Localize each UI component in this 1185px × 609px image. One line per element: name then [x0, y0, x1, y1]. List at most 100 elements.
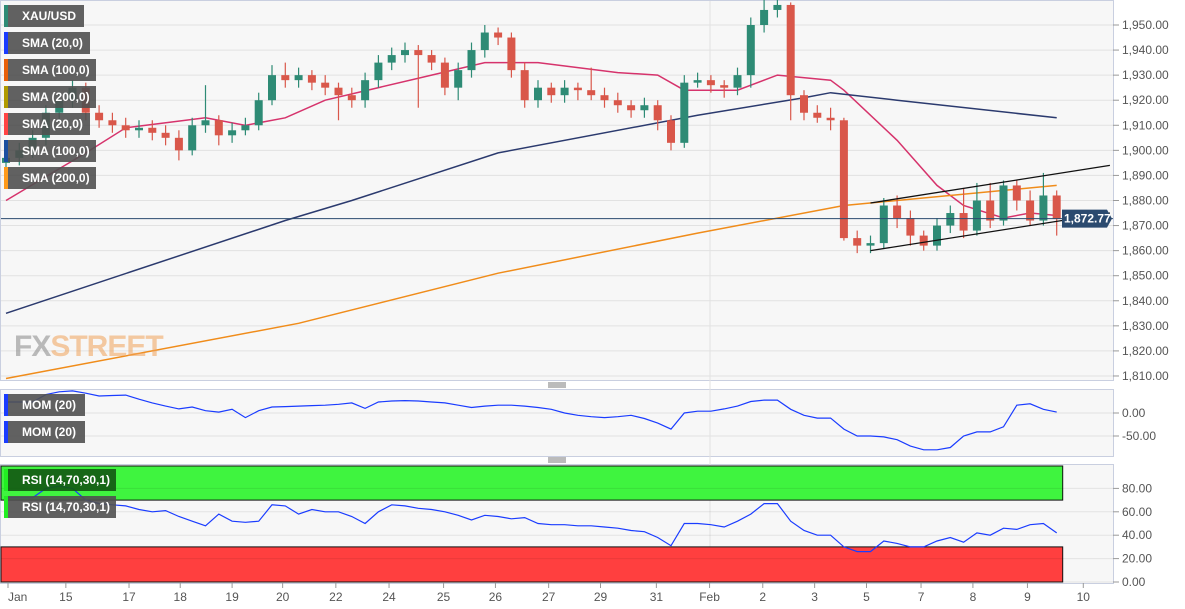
x-tick-label: 24 [382, 590, 396, 604]
rsi-oversold-band [0, 546, 1064, 583]
candle-body [427, 55, 436, 63]
candle-body [972, 200, 981, 231]
x-tick-label: 29 [594, 590, 608, 604]
rsi-tick-label: 20.00 [1122, 552, 1152, 566]
candle-body [600, 95, 609, 101]
y-tick-label: 1,860.00 [1122, 244, 1169, 258]
candle-body [693, 80, 702, 83]
y-tick-label: 1,810.00 [1122, 369, 1169, 383]
candle-body [374, 62, 383, 81]
candle-body [999, 185, 1008, 221]
candle-body [121, 125, 130, 131]
x-tick-label: 15 [59, 590, 73, 604]
candle-body [480, 32, 489, 51]
legend-sma100[interactable]: SMA (100,0) [4, 59, 96, 81]
x-tick-label: 10 [1077, 590, 1091, 604]
candle-body [667, 120, 675, 143]
candle-body [986, 200, 995, 221]
candle-body [188, 125, 197, 151]
panel-1 [0, 389, 1114, 457]
x-tick-label: 20 [276, 590, 290, 604]
candle-body [1052, 195, 1061, 219]
candle-body [347, 95, 356, 101]
candle-body [214, 120, 223, 136]
candle-body [95, 112, 104, 121]
x-tick-label: 3 [811, 590, 818, 604]
candle-body [241, 125, 250, 131]
candle-body [627, 105, 636, 111]
candle-body [879, 205, 888, 244]
candle-body [733, 75, 742, 88]
channel-line-upper [870, 164, 1111, 204]
x-tick-label: 8 [970, 590, 977, 604]
mom-tick-label: 0.00 [1122, 406, 1146, 420]
candle-body [800, 95, 808, 113]
x-tick-label: 17 [122, 590, 136, 604]
candle-body [108, 120, 117, 126]
last-price-badge [1062, 209, 1112, 228]
panel-0 [0, 0, 1114, 381]
candle-body [919, 235, 928, 246]
x-tick-label: 9 [1024, 590, 1031, 604]
legend-sma200-b[interactable]: SMA (200,0) [4, 167, 96, 189]
candle-body [773, 4, 782, 10]
candle-body [507, 37, 516, 71]
fxstreet-watermark: FXSTREET [14, 330, 164, 363]
candle-body [281, 75, 290, 81]
y-tick-label: 1,830.00 [1122, 319, 1169, 333]
candle-body [494, 32, 503, 38]
x-tick-label: 26 [489, 590, 503, 604]
candle-body [587, 90, 596, 96]
candle-body [906, 218, 915, 236]
x-tick-label: 27 [542, 590, 556, 604]
y-tick-label: 1,930.00 [1122, 68, 1169, 82]
candle-body [440, 62, 449, 88]
candle-body [161, 132, 170, 138]
candle-body [307, 75, 316, 83]
candle-body [148, 127, 157, 133]
candle-body [1012, 185, 1021, 201]
legend-mom-b[interactable]: MOM (20) [4, 421, 85, 443]
candle-body [653, 105, 662, 121]
last-price-label: 1,872.77 [1064, 212, 1111, 226]
candle-body [228, 130, 237, 136]
legend-rsi-b[interactable]: RSI (14,70,30,1) [4, 496, 116, 518]
candle-body [294, 75, 303, 81]
legend-sma100-b[interactable]: SMA (100,0) [4, 140, 96, 162]
candle-body [454, 70, 463, 88]
x-tick-label: 31 [650, 590, 664, 604]
candle-body [414, 50, 423, 56]
rsi-tick-label: 40.00 [1122, 528, 1152, 542]
candle-body [613, 100, 622, 106]
legend-xauusd[interactable]: XAU/USD [4, 5, 84, 27]
mom-tick-label: -50.00 [1122, 429, 1156, 443]
y-tick-label: 1,890.00 [1122, 168, 1169, 182]
candle-body [746, 25, 755, 76]
candle-body [1026, 200, 1035, 221]
legend-sma200[interactable]: SMA (200,0) [4, 86, 96, 108]
legend-rsi[interactable]: RSI (14,70,30,1) [4, 469, 116, 491]
candle-body [401, 50, 409, 56]
candle-body [268, 75, 276, 101]
legend-mom[interactable]: MOM (20) [4, 394, 85, 416]
candle-body [720, 85, 729, 88]
candle-body [573, 87, 582, 91]
legend-sma20[interactable]: SMA (20,0) [4, 32, 90, 54]
rsi-tick-label: 0.00 [1122, 575, 1146, 589]
legend-sma20-b[interactable]: SMA (20,0) [4, 113, 90, 135]
y-tick-label: 1,840.00 [1122, 294, 1169, 308]
mom-line [6, 390, 1057, 451]
candle-body [560, 87, 569, 96]
candle-body [321, 82, 330, 88]
x-tick-label: 19 [225, 590, 239, 604]
candle-body [467, 50, 476, 71]
candle-body [706, 80, 715, 86]
x-tick-label: 22 [329, 590, 343, 604]
line-sma100 [5, 91, 1057, 315]
candle-body [135, 127, 143, 131]
rsi-overbought-band [0, 465, 1064, 501]
x-tick-label: Feb [699, 590, 720, 604]
candle-body [201, 120, 210, 126]
x-tick-label: Jan [8, 590, 27, 604]
